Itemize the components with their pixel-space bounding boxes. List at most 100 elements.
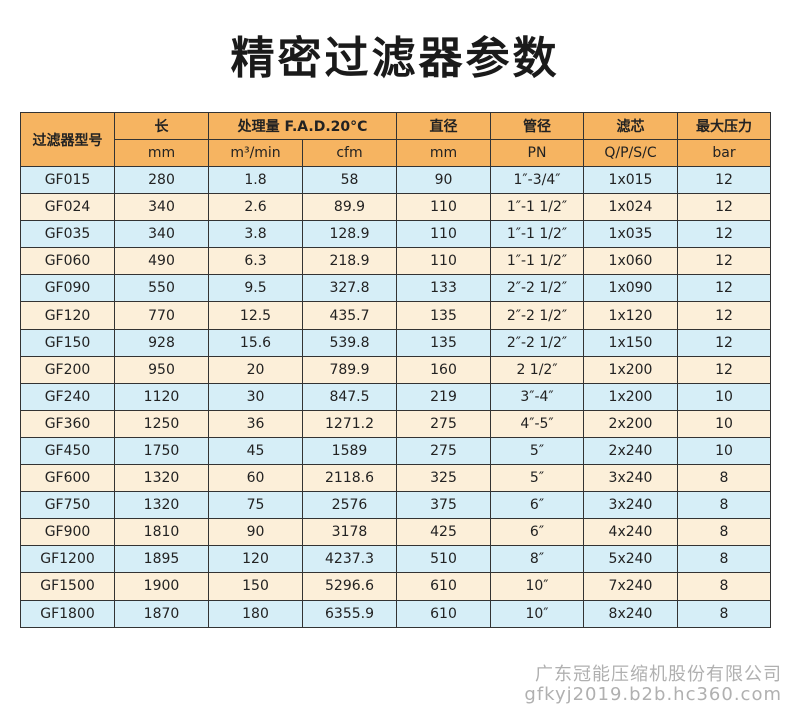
cell-model: GF090 xyxy=(20,274,115,303)
cell-element: 4x240 xyxy=(583,518,678,547)
cell-pipe-size: 6″ xyxy=(490,491,584,520)
cell-max-pressure: 12 xyxy=(677,274,771,303)
table-row: GF060 490 6.3 218.9 110 1″-1 1/2″ 1x060 12 xyxy=(20,247,771,276)
cell-length: 340 xyxy=(114,220,209,249)
cell-pipe-size: 8″ xyxy=(490,545,584,574)
cell-model: GF450 xyxy=(20,436,115,466)
table-row: GF090 550 9.5 327.8 133 2″-2 1/2″ 1x090 12 xyxy=(20,274,771,303)
cell-max-pressure: 8 xyxy=(677,491,771,520)
cell-pipe-size: 10″ xyxy=(490,572,584,601)
table-row: GF750 1320 75 2576 375 6″ 3x240 8 xyxy=(20,491,771,520)
cell-diameter: 110 xyxy=(396,247,491,276)
cell-flow-m3: 30 xyxy=(208,382,303,411)
cell-flow-m3: 75 xyxy=(208,491,303,520)
cell-length: 1900 xyxy=(114,572,209,601)
cell-element: 1x200 xyxy=(583,355,678,384)
cell-model: GF200 xyxy=(20,355,115,384)
cell-model: GF024 xyxy=(20,193,115,222)
cell-flow-cfm: 2118.6 xyxy=(302,464,397,493)
unit-m3: m³/min xyxy=(208,139,303,167)
table-row: GF240 1120 30 847.5 219 3″-4″ 1x200 10 xyxy=(20,382,771,411)
cell-flow-m3: 180 xyxy=(208,599,303,628)
cell-diameter: 90 xyxy=(396,165,491,195)
header-pressure: 最大压力 xyxy=(677,112,771,140)
cell-model: GF600 xyxy=(20,464,115,493)
cell-element: 3x240 xyxy=(583,491,678,520)
cell-model: GF360 xyxy=(20,409,115,438)
cell-pipe-size: 4″-5″ xyxy=(490,409,584,438)
cell-flow-m3: 2.6 xyxy=(208,193,303,222)
cell-element: 5x240 xyxy=(583,545,678,574)
cell-flow-cfm: 789.9 xyxy=(302,355,397,384)
cell-flow-cfm: 435.7 xyxy=(302,301,397,330)
cell-length: 1870 xyxy=(114,599,209,628)
cell-pipe-size: 5″ xyxy=(490,464,584,493)
cell-diameter: 219 xyxy=(396,382,491,411)
cell-pipe-size: 5″ xyxy=(490,436,584,466)
cell-element: 1x035 xyxy=(583,220,678,249)
cell-max-pressure: 12 xyxy=(677,165,771,195)
cell-max-pressure: 8 xyxy=(677,545,771,574)
unit-length: mm xyxy=(114,139,209,167)
cell-model: GF1800 xyxy=(20,599,115,628)
cell-pipe-size: 6″ xyxy=(490,518,584,547)
page-title: 精密过滤器参数 xyxy=(230,33,560,84)
cell-pipe-size: 1″-1 1/2″ xyxy=(490,220,584,249)
table-row: GF120 770 12.5 435.7 135 2″-2 1/2″ 1x120 12 xyxy=(20,301,771,330)
cell-diameter: 510 xyxy=(396,545,491,574)
cell-flow-cfm: 6355.9 xyxy=(302,599,397,628)
cell-length: 1320 xyxy=(114,491,209,520)
cell-pipe-size: 2 1/2″ xyxy=(490,355,584,384)
unit-pressure: bar xyxy=(677,139,771,167)
cell-max-pressure: 12 xyxy=(677,220,771,249)
cell-max-pressure: 8 xyxy=(677,518,771,547)
cell-length: 950 xyxy=(114,355,209,384)
cell-diameter: 135 xyxy=(396,301,491,330)
cell-model: GF060 xyxy=(20,247,115,276)
header-element: 滤芯 xyxy=(583,112,678,140)
cell-element: 1x150 xyxy=(583,328,678,357)
cell-diameter: 610 xyxy=(396,572,491,601)
cell-pipe-size: 1″-1 1/2″ xyxy=(490,247,584,276)
cell-diameter: 610 xyxy=(396,599,491,628)
cell-model: GF120 xyxy=(20,301,115,330)
cell-flow-m3: 120 xyxy=(208,545,303,574)
filter-spec-table: 过滤器型号 长 处理量 F.A.D.20°C 直径 管径 滤芯 最大压力 mm … xyxy=(20,112,771,628)
cell-diameter: 275 xyxy=(396,436,491,466)
cell-element: 1x060 xyxy=(583,247,678,276)
cell-diameter: 160 xyxy=(396,355,491,384)
table-row: GF035 340 3.8 128.9 110 1″-1 1/2″ 1x035 12 xyxy=(20,220,771,249)
cell-flow-cfm: 847.5 xyxy=(302,382,397,411)
cell-flow-m3: 9.5 xyxy=(208,274,303,303)
table-row: GF900 1810 90 3178 425 6″ 4x240 8 xyxy=(20,518,771,547)
unit-element: Q/P/S/C xyxy=(583,139,678,167)
cell-flow-cfm: 218.9 xyxy=(302,247,397,276)
table-row: GF1800 1870 180 6355.9 610 10″ 8x240 8 xyxy=(20,599,771,628)
cell-diameter: 325 xyxy=(396,464,491,493)
cell-element: 2x240 xyxy=(583,436,678,466)
cell-pipe-size: 3″-4″ xyxy=(490,382,584,411)
cell-element: 7x240 xyxy=(583,572,678,601)
cell-pipe-size: 2″-2 1/2″ xyxy=(490,301,584,330)
cell-pipe-size: 10″ xyxy=(490,599,584,628)
cell-flow-cfm: 1271.2 xyxy=(302,409,397,438)
cell-diameter: 110 xyxy=(396,220,491,249)
cell-max-pressure: 12 xyxy=(677,301,771,330)
table-row: GF015 280 1.8 58 90 1″-3/4″ 1x015 12 xyxy=(20,165,771,195)
table-row: GF200 950 20 789.9 160 2 1/2″ 1x200 12 xyxy=(20,355,771,384)
website-url: gfkyj2019.b2b.hc360.com xyxy=(524,684,782,705)
cell-element: 1x120 xyxy=(583,301,678,330)
cell-length: 1320 xyxy=(114,464,209,493)
cell-max-pressure: 12 xyxy=(677,328,771,357)
cell-max-pressure: 12 xyxy=(677,193,771,222)
cell-pipe-size: 2″-2 1/2″ xyxy=(490,274,584,303)
cell-length: 770 xyxy=(114,301,209,330)
cell-diameter: 275 xyxy=(396,409,491,438)
unit-cfm: cfm xyxy=(302,139,397,167)
cell-flow-m3: 1.8 xyxy=(208,165,303,195)
cell-flow-m3: 36 xyxy=(208,409,303,438)
cell-model: GF1200 xyxy=(20,545,115,574)
cell-flow-m3: 3.8 xyxy=(208,220,303,249)
cell-flow-cfm: 58 xyxy=(302,165,397,195)
cell-max-pressure: 8 xyxy=(677,572,771,601)
